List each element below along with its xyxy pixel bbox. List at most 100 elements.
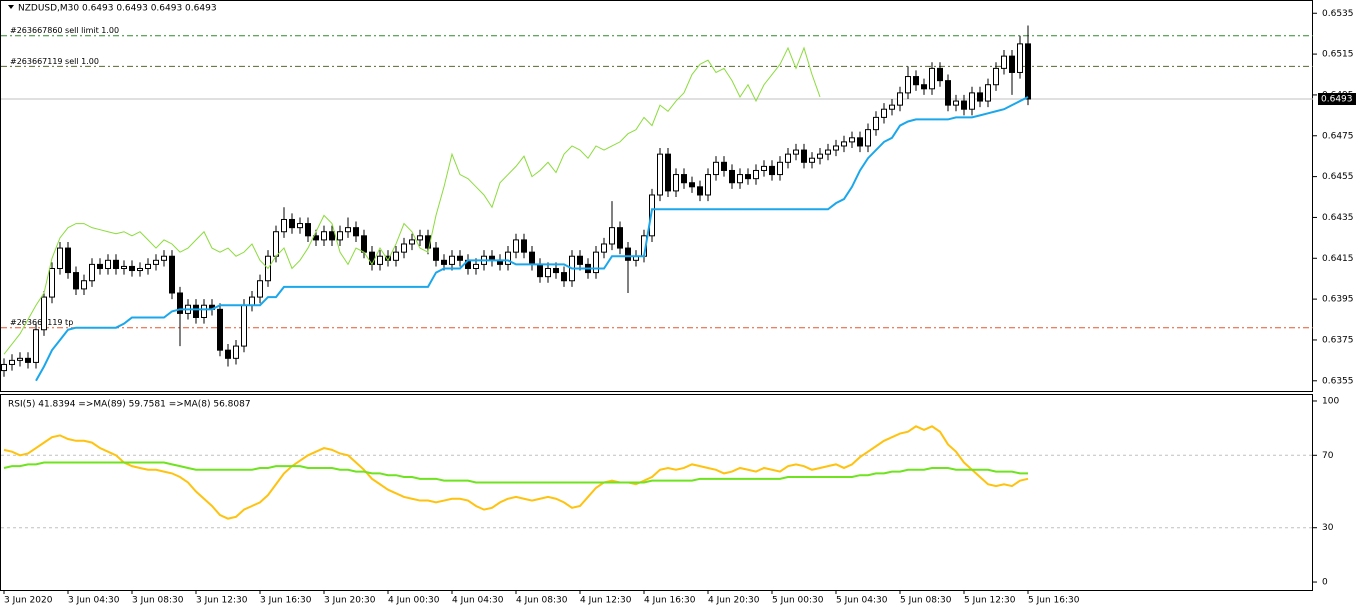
candle-body — [697, 186, 703, 196]
x-tick-label: 3 Jun 20:30 — [324, 596, 376, 606]
candle-body — [433, 247, 439, 261]
candle-body — [73, 272, 79, 290]
x-tick-label: 3 Jun 04:30 — [68, 596, 120, 606]
main-pane — [0, 0, 1313, 392]
candle-body — [457, 255, 463, 261]
candle-body — [1, 363, 7, 372]
candle-body — [305, 223, 311, 237]
x-tick-label: 5 Jun 00:30 — [772, 596, 824, 606]
candle-body — [513, 239, 519, 253]
candle-body — [1009, 55, 1015, 73]
candle-body — [745, 174, 751, 180]
candle-body — [217, 308, 223, 351]
candle-body — [17, 357, 23, 361]
plot-layer: 0.65350.65150.64950.64750.64550.64350.64… — [1, 9, 1356, 606]
candle-body — [833, 145, 839, 151]
candle-body — [345, 227, 351, 233]
candle-body — [977, 92, 983, 102]
candle-body — [441, 259, 447, 265]
candle-body — [705, 174, 711, 196]
candle-body — [953, 100, 959, 106]
rsi-title: RSI(5) 41.8394 =>MA(89) 59.7581 =>MA(8) … — [8, 400, 251, 410]
candle-body — [561, 272, 567, 282]
candle-body — [841, 141, 847, 147]
candle-body — [665, 153, 671, 192]
x-tick-label: 3 Jun 12:30 — [196, 596, 248, 606]
candle-body — [121, 265, 127, 269]
candle-body — [417, 235, 423, 241]
candle-body — [289, 218, 295, 229]
y-tick-label: 0.6475 — [1322, 131, 1354, 141]
candle-body — [777, 161, 783, 176]
candle-body — [41, 296, 47, 331]
candle-body — [929, 67, 935, 90]
candle-body — [889, 104, 895, 110]
menu-arrow — [8, 5, 14, 9]
candle-body — [545, 267, 551, 278]
candle-body — [273, 231, 279, 257]
candle-body — [937, 67, 943, 82]
candle-body — [761, 165, 767, 171]
x-tick-label: 3 Jun 2020 — [4, 596, 53, 606]
candle-body — [825, 149, 831, 155]
candle-body — [201, 304, 207, 318]
y-tick-label: 0.6435 — [1322, 213, 1354, 223]
candle-body — [145, 263, 151, 269]
candle-body — [321, 231, 327, 241]
candle-body — [233, 345, 239, 359]
candle-body — [33, 329, 39, 363]
candle-body — [601, 243, 607, 253]
y-tick-label: 30 — [1322, 523, 1334, 533]
candle-body — [241, 304, 247, 347]
y-tick-label: 0.6355 — [1322, 376, 1354, 386]
candle-body — [649, 194, 655, 237]
candle-body — [857, 137, 863, 147]
candle-body — [57, 247, 63, 269]
order-label: #263667119 sell 1.00 — [10, 57, 99, 66]
candle-body — [969, 92, 975, 110]
candle-body — [945, 80, 951, 106]
candle-body — [609, 227, 615, 245]
indicator-line — [3, 461, 1028, 484]
last-price-box — [1318, 93, 1356, 106]
candle-body — [617, 227, 623, 249]
candle-body — [249, 296, 255, 306]
candle-body — [353, 227, 359, 237]
candle-body — [473, 263, 479, 269]
candle-body — [961, 100, 967, 110]
chart-title: NZDUSD,M30 0.6493 0.6493 0.6493 0.6493 — [18, 4, 217, 14]
candle-body — [769, 165, 775, 176]
candle-body — [985, 84, 991, 102]
y-tick-label: 0.6375 — [1322, 335, 1354, 345]
candle-body — [681, 174, 687, 184]
x-tick-label: 4 Jun 04:30 — [452, 596, 504, 606]
candle-body — [785, 153, 791, 163]
candle-body — [521, 239, 527, 253]
candle-body — [89, 263, 95, 282]
candle-body — [505, 251, 511, 265]
candle-body — [721, 161, 727, 171]
candle-body — [449, 255, 455, 265]
candle-body — [689, 182, 695, 188]
candle-body — [753, 169, 759, 180]
candle-body — [1017, 43, 1023, 73]
x-tick-label: 5 Jun 12:30 — [964, 596, 1016, 606]
candle-body — [401, 243, 407, 253]
candle-body — [137, 267, 143, 272]
candle-body — [793, 149, 799, 155]
candle-body — [105, 259, 111, 269]
candle-body — [361, 235, 367, 253]
candle-body — [337, 231, 343, 241]
x-tick-label: 4 Jun 12:30 — [580, 596, 632, 606]
candle-body — [593, 251, 599, 274]
candle-body — [801, 149, 807, 163]
rsi-pane — [0, 394, 1313, 591]
indicator-line — [3, 425, 1029, 520]
x-tick-label: 3 Jun 16:30 — [260, 596, 312, 606]
candle-body — [625, 247, 631, 261]
candle-body — [97, 263, 103, 269]
candle-body — [161, 255, 167, 261]
y-tick-label: 0.6455 — [1322, 172, 1354, 182]
candle-body — [905, 76, 911, 94]
